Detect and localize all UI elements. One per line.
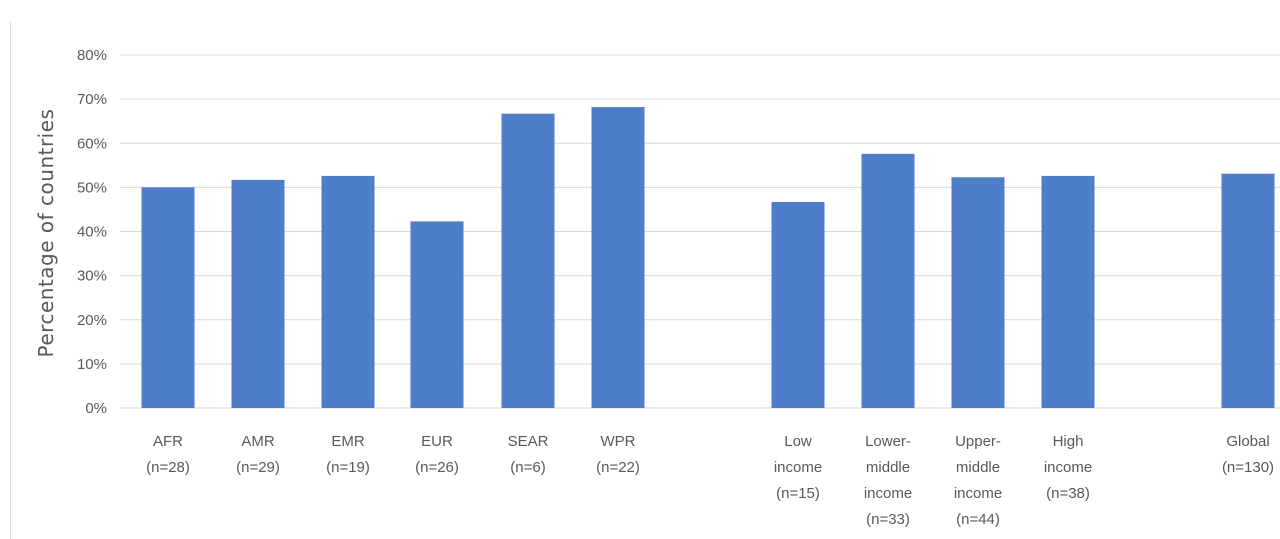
bar [591,107,645,408]
bar [501,113,555,408]
bar [951,177,1005,408]
bar [141,187,195,408]
x-category-label: Upper-middle income (n=44) [954,433,1002,528]
x-category-label: EUR (n=26) [415,433,459,476]
x-category-label: AMR (n=29) [236,433,280,476]
x-category-label: Global (n=130) [1222,433,1274,476]
x-category-label: AFR (n=28) [146,433,190,476]
gridlines [120,54,1280,409]
bar [410,221,464,408]
y-tick-label: 0% [85,400,107,417]
y-tick-label: 50% [77,179,107,196]
bar [321,175,375,408]
x-category-label: EMR (n=19) [326,433,370,476]
x-category-label: Low income (n=15) [774,433,822,502]
x-axis-categories: AFR (n=28) AMR (n=29) EMR (n=19) EUR (n=26) SEAR… [146,433,1274,528]
y-tick-label: 10% [77,356,107,373]
y-tick-label: 20% [77,312,107,329]
x-category-label: Lower-middle income (n=33) [864,433,912,528]
chart-left-border [10,22,11,539]
y-tick-label: 70% [77,91,107,108]
bars [141,107,1275,408]
bar [771,201,825,408]
y-tick-label: 40% [77,224,107,241]
bar [861,153,915,408]
x-category-label: SEAR (n=6) [508,433,549,476]
y-tick-label: 30% [77,268,107,285]
bar [1221,173,1275,408]
x-category-label: WPR (n=22) [596,433,640,476]
bar [231,179,285,408]
y-tick-label: 80% [77,47,107,64]
x-category-label: High income (n=38) [1044,433,1092,502]
y-axis-ticks: 0% 10% 20% 30% 40% 50% 60% 70% 80% [77,47,107,417]
y-tick-label: 60% [77,135,107,152]
y-axis-label: Percentage of countries [34,109,58,358]
bar [1041,175,1095,408]
